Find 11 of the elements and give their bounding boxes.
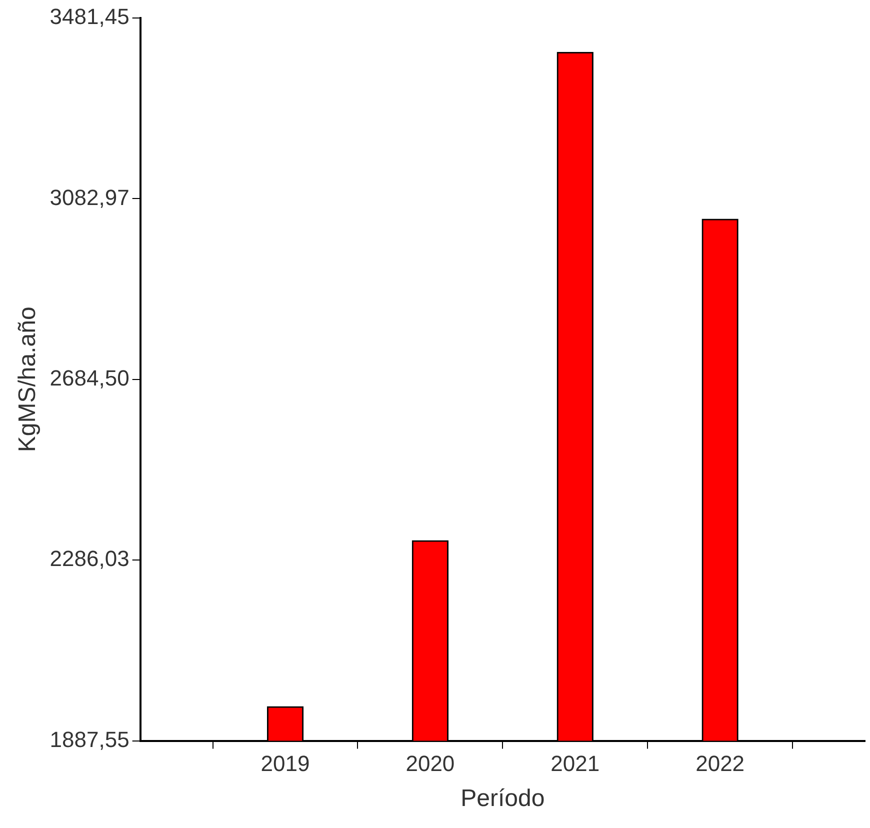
y-tick-label: 3082,97 (50, 184, 130, 210)
y-tick-label: 2684,50 (50, 365, 130, 390)
x-tick-label: 2022 (696, 751, 745, 776)
y-axis-title: KgMS/ha.año (14, 306, 42, 452)
x-tick-label: 2019 (260, 751, 310, 776)
x-tick-label: 2021 (550, 751, 600, 776)
y-tick-label: 1887,55 (50, 726, 130, 752)
x-tick-label: 2020 (406, 751, 455, 776)
y-tick-label: 3481,45 (50, 4, 130, 30)
x-axis-title: Período (460, 785, 545, 812)
y-tick-label: 2286,03 (50, 546, 130, 572)
